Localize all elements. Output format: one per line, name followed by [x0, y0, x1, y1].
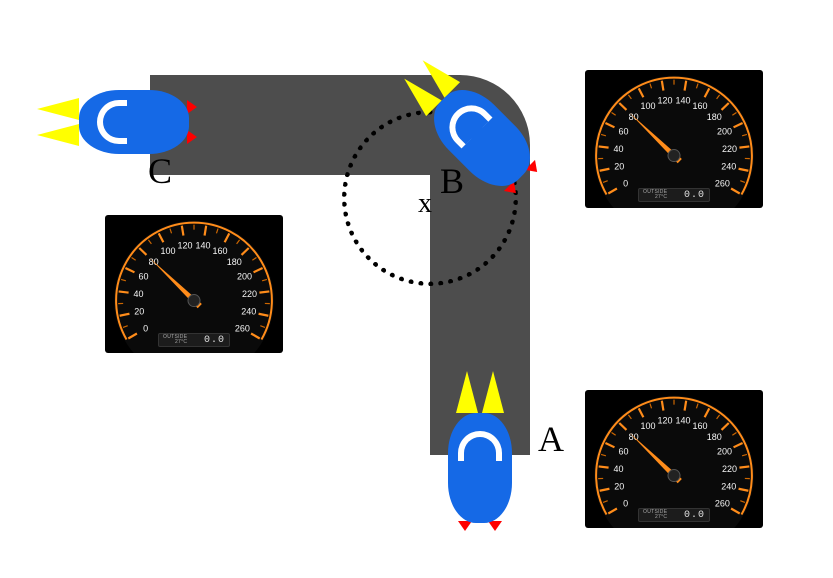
- speedometer-c: 020406080100120140160180200220240260 OUT…: [105, 215, 283, 353]
- svg-text:240: 240: [721, 482, 736, 492]
- svg-text:200: 200: [717, 447, 732, 457]
- svg-text:60: 60: [138, 272, 148, 282]
- svg-text:0: 0: [623, 499, 628, 509]
- svg-text:60: 60: [618, 447, 628, 457]
- svg-text:40: 40: [133, 289, 143, 299]
- speedometer-a: 020406080100120140160180200220240260 OUT…: [585, 390, 763, 528]
- headlight-beam-icon: [37, 124, 79, 146]
- svg-text:40: 40: [613, 464, 623, 474]
- diagram-stage: x A B C 02040608010012014016018020022024…: [0, 0, 833, 578]
- headlight-beam-icon: [456, 371, 478, 413]
- gauge-temp-label: OUTSIDE 27°C: [643, 510, 667, 520]
- taillight-icon: [187, 130, 197, 144]
- car-c: [79, 90, 189, 154]
- car-body: [448, 413, 512, 523]
- svg-text:40: 40: [613, 144, 623, 154]
- position-label-b: B: [440, 160, 464, 202]
- svg-text:100: 100: [641, 101, 656, 111]
- svg-text:240: 240: [241, 307, 256, 317]
- svg-text:100: 100: [161, 246, 176, 256]
- svg-text:260: 260: [715, 499, 730, 509]
- svg-text:0: 0: [143, 324, 148, 334]
- gauge-trip-value: 0.0: [684, 190, 705, 201]
- gauge-temp-label: OUTSIDE 27°C: [643, 190, 667, 200]
- svg-text:60: 60: [618, 127, 628, 137]
- svg-text:20: 20: [134, 307, 144, 317]
- car-body: [79, 90, 189, 154]
- gauge-info-box: OUTSIDE 27°C 0.0: [158, 333, 230, 347]
- svg-text:20: 20: [614, 482, 624, 492]
- svg-text:220: 220: [722, 464, 737, 474]
- svg-text:20: 20: [614, 162, 624, 172]
- headlight-beam-icon: [37, 98, 79, 120]
- svg-text:260: 260: [715, 179, 730, 189]
- car-a: [448, 413, 512, 523]
- gauge-info-box: OUTSIDE 27°C 0.0: [638, 188, 710, 202]
- svg-text:160: 160: [212, 246, 227, 256]
- position-label-c: C: [148, 150, 172, 192]
- taillight-icon: [488, 521, 502, 531]
- svg-text:220: 220: [722, 144, 737, 154]
- svg-text:0: 0: [623, 179, 628, 189]
- svg-text:200: 200: [717, 127, 732, 137]
- gauge-trip-value: 0.0: [684, 510, 705, 521]
- svg-text:180: 180: [707, 432, 722, 442]
- svg-text:100: 100: [641, 421, 656, 431]
- gauge-temp-label: OUTSIDE 27°C: [163, 335, 187, 345]
- svg-text:260: 260: [235, 324, 250, 334]
- svg-text:140: 140: [675, 95, 690, 105]
- svg-text:140: 140: [675, 415, 690, 425]
- svg-text:240: 240: [721, 162, 736, 172]
- speedometer-b: 020406080100120140160180200220240260 OUT…: [585, 70, 763, 208]
- svg-text:120: 120: [658, 415, 673, 425]
- svg-text:180: 180: [227, 257, 242, 267]
- gauge-info-box: OUTSIDE 27°C 0.0: [638, 508, 710, 522]
- svg-text:140: 140: [195, 240, 210, 250]
- taillight-icon: [458, 521, 472, 531]
- center-mark: x: [418, 188, 432, 220]
- svg-text:220: 220: [242, 289, 257, 299]
- svg-text:180: 180: [707, 112, 722, 122]
- gauge-trip-value: 0.0: [204, 335, 225, 346]
- svg-text:200: 200: [237, 272, 252, 282]
- svg-text:120: 120: [178, 240, 193, 250]
- position-label-a: A: [538, 418, 564, 460]
- svg-text:120: 120: [658, 95, 673, 105]
- svg-text:160: 160: [692, 101, 707, 111]
- svg-text:160: 160: [692, 421, 707, 431]
- headlight-beam-icon: [482, 371, 504, 413]
- taillight-icon: [187, 100, 197, 114]
